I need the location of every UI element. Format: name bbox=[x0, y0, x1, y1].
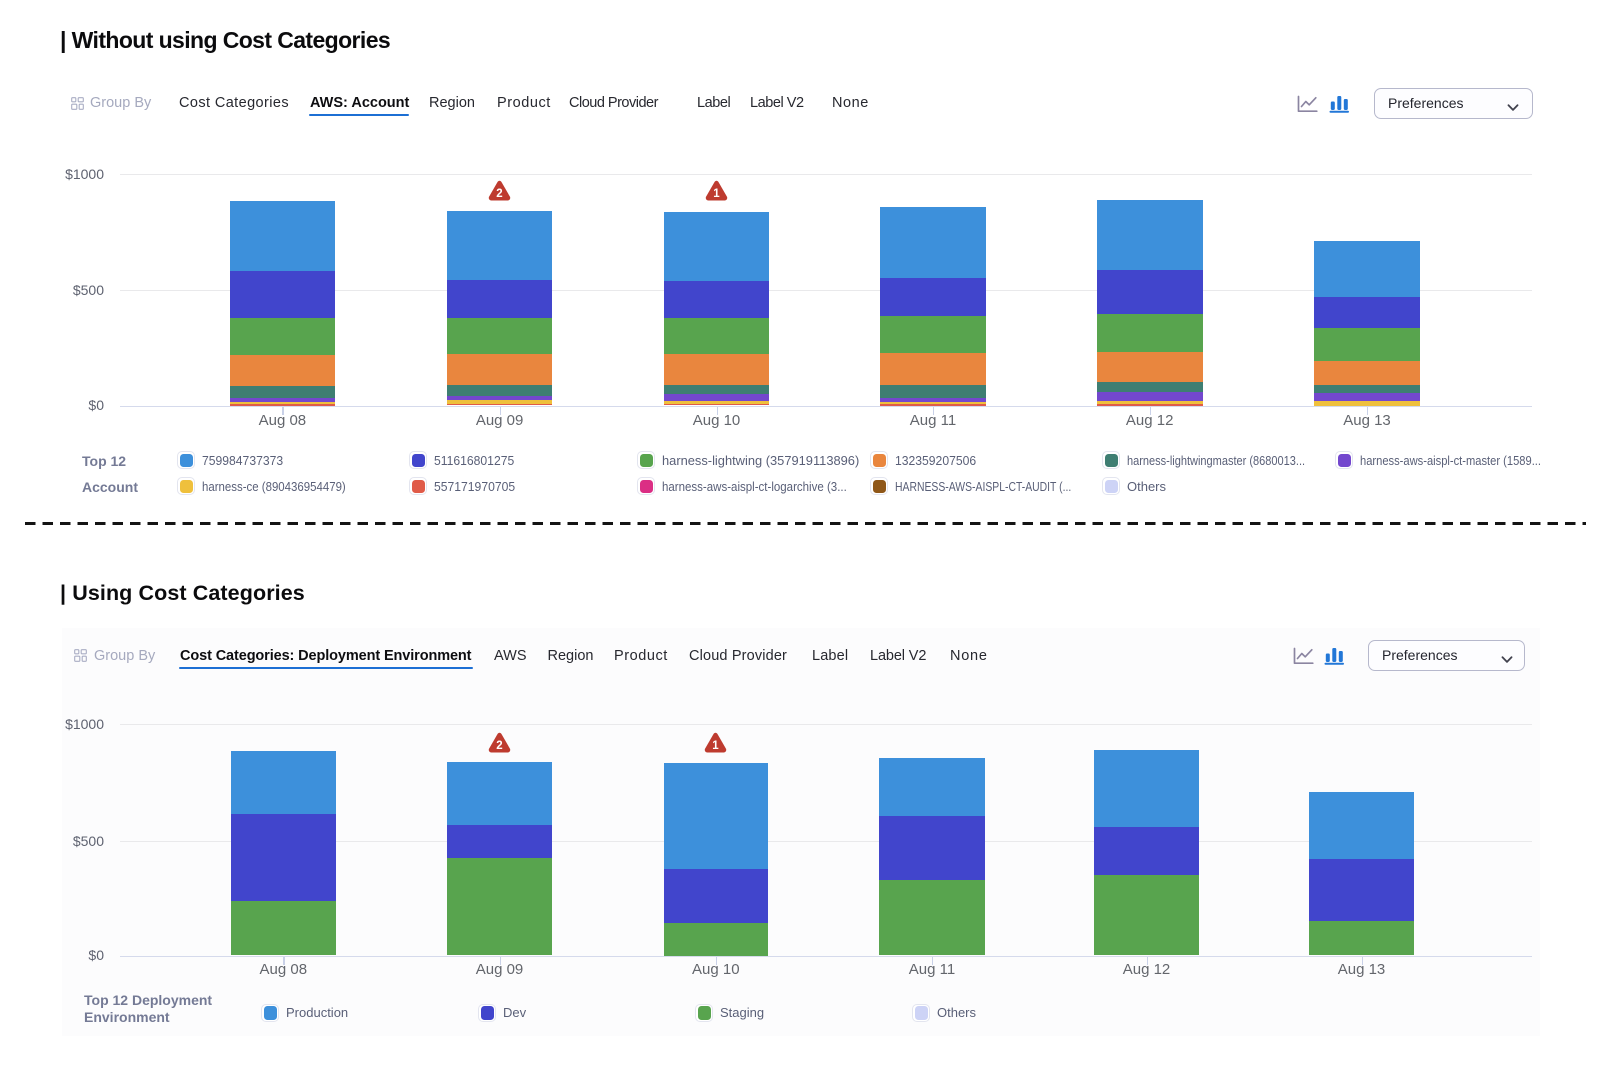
svg-text:2: 2 bbox=[496, 740, 502, 752]
svg-text:2: 2 bbox=[496, 188, 502, 200]
svg-text:1: 1 bbox=[712, 740, 719, 752]
svg-text:1: 1 bbox=[713, 188, 720, 200]
